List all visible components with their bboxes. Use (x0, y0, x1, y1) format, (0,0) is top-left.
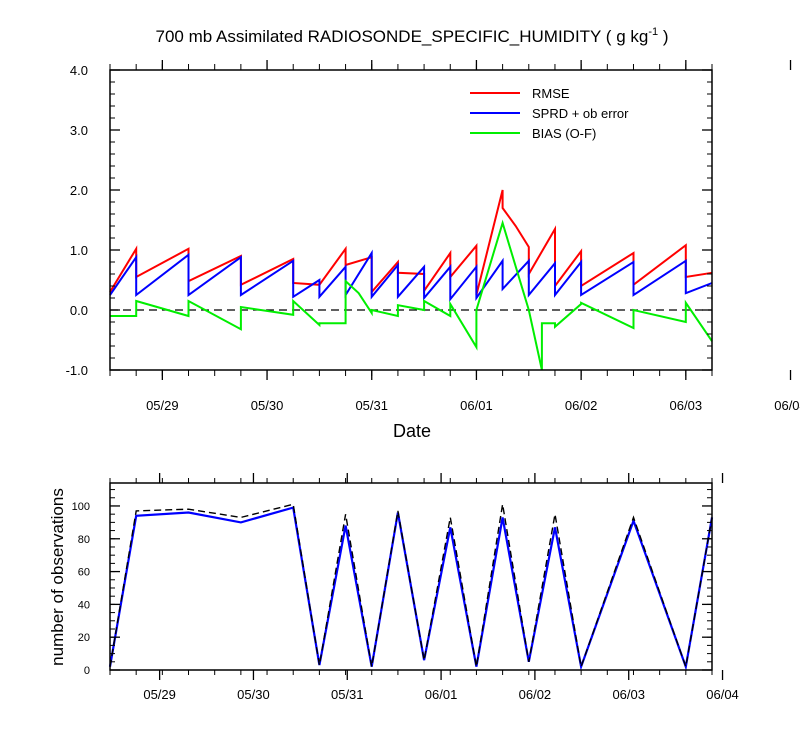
obs-x-tick-label: 06/02 (519, 687, 552, 702)
legend-label-2: SPRD + ob error (532, 106, 629, 121)
obs-x-tick-label: 05/29 (143, 687, 176, 702)
y-tick-label: 1.0 (70, 243, 88, 258)
obs-y-tick-label: 100 (72, 501, 90, 513)
legend-label-3: BIAS (O-F) (532, 126, 596, 141)
y-tick-label: 2.0 (70, 183, 88, 198)
chart-title-text: 700 mb Assimilated RADIOSONDE_SPECIFIC_H… (156, 27, 649, 46)
top-chart: 700 mb Assimilated RADIOSONDE_SPECIFIC_H… (66, 26, 800, 441)
obs-y-tick-label: 0 (84, 665, 90, 677)
legend-label-1: RMSE (532, 86, 570, 101)
x-tick-label: 05/31 (355, 398, 388, 413)
chart-title: 700 mb Assimilated RADIOSONDE_SPECIFIC_H… (156, 26, 669, 46)
obs-y-tick-label: 60 (78, 567, 90, 579)
obs-x-tick-label: 06/04 (706, 687, 739, 702)
plot-frame (109, 69, 713, 371)
series-line-2 (109, 249, 713, 303)
obs-y-axis-label: number of observations (48, 488, 67, 666)
x-tick-label: 06/02 (565, 398, 598, 413)
series-line-3 (110, 219, 713, 371)
obs-x-tick-label: 05/31 (331, 687, 364, 702)
y-tick-label: 3.0 (70, 123, 88, 138)
y-tick-label: 0.0 (70, 303, 88, 318)
obs-plot-frame (109, 482, 713, 671)
obs-y-tick-label: 80 (78, 534, 90, 546)
x-axis-label: Date (393, 421, 431, 441)
series-line-1 (109, 189, 713, 296)
chart-title-end: ) (658, 27, 668, 46)
y-tick-label: 4.0 (70, 63, 88, 78)
x-tick-label: 05/30 (251, 398, 284, 413)
bottom-chart: 0 20 40 60 80 100 05/29 05/30 05/31 06/01 06/02 06/… (48, 473, 739, 702)
obs-x-tick-label: 05/30 (237, 687, 270, 702)
obs-x-tick-label: 06/03 (612, 687, 645, 702)
chart-title-exponent: -1 (648, 26, 658, 38)
obs-y-tick-label: 40 (78, 599, 90, 611)
x-tick-label: 05/29 (146, 398, 179, 413)
x-tick-label: 06/01 (460, 398, 493, 413)
y-tick-label: -1.0 (66, 363, 88, 378)
obs-y-tick-label: 20 (78, 632, 90, 644)
obs-series-line-1 (108, 506, 714, 671)
x-tick-label: 06/04 (774, 398, 800, 413)
obs-x-tick-label: 06/01 (425, 687, 458, 702)
x-tick-label: 06/03 (670, 398, 703, 413)
